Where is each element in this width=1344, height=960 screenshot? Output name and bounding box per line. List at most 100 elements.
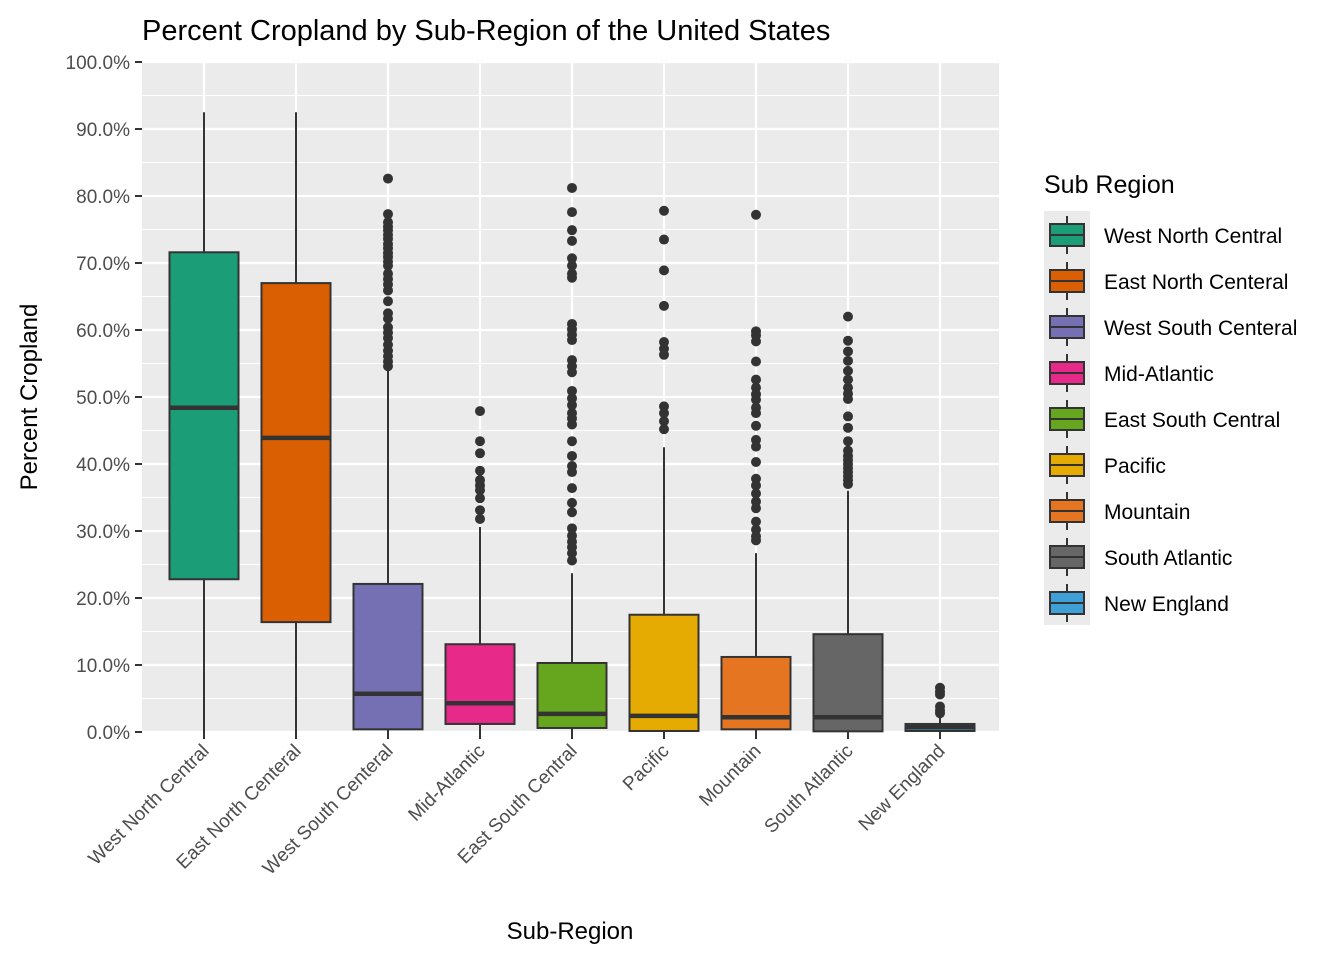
- outlier-point: [843, 365, 853, 376]
- outlier-point: [751, 394, 761, 405]
- outlier-point: [659, 424, 669, 435]
- box-body: [628, 613, 700, 732]
- box-body: [260, 282, 332, 624]
- legend-label: East South Central: [1104, 409, 1280, 432]
- outlier-point: [843, 374, 853, 385]
- boxes: [168, 112, 976, 738]
- x-tick-label: Mid-Atlantic: [405, 741, 490, 826]
- legend-label: Mountain: [1104, 501, 1190, 524]
- outlier-point: [751, 441, 761, 452]
- outlier-point: [751, 516, 761, 527]
- legend-label: New England: [1104, 593, 1229, 616]
- outlier-point: [935, 689, 945, 700]
- outlier-point: [659, 408, 669, 419]
- outlier-point: [659, 300, 669, 311]
- x-axis-title: Sub-Region: [507, 918, 634, 945]
- x-tick-label: Mountain: [695, 741, 765, 811]
- legend-item: Mid-Atlantic: [1049, 354, 1214, 392]
- outlier-point: [751, 503, 761, 514]
- outlier-point: [475, 493, 485, 504]
- outlier-point: [751, 480, 761, 491]
- outlier-point: [935, 708, 945, 719]
- y-tick-label: 30.0%: [76, 522, 130, 543]
- outlier-point: [475, 436, 485, 447]
- outlier-point: [383, 361, 393, 372]
- outlier-point: [383, 173, 393, 184]
- legend-label: Pacific: [1104, 455, 1166, 478]
- box-pacific: [628, 205, 700, 738]
- legend-item: West North Central: [1049, 216, 1282, 254]
- outlier-point: [659, 416, 669, 427]
- outlier-point: [843, 311, 853, 322]
- outlier-point: [383, 285, 393, 296]
- outlier-point: [567, 225, 577, 236]
- outlier-point: [751, 456, 761, 467]
- y-tick-label: 10.0%: [76, 656, 130, 677]
- legend-label: East North Centeral: [1104, 271, 1288, 294]
- outlier-point: [659, 349, 669, 360]
- outlier-point: [659, 234, 669, 245]
- outlier-point: [383, 209, 393, 220]
- outlier-point: [567, 419, 577, 430]
- outlier-point: [751, 420, 761, 431]
- y-tick-label: 40.0%: [76, 455, 130, 476]
- y-tick-label: 0.0%: [87, 723, 130, 744]
- box-mid-atlantic: [444, 406, 516, 738]
- outlier-point: [751, 356, 761, 367]
- outlier-point: [475, 513, 485, 524]
- outlier-point: [659, 265, 669, 276]
- y-tick-label: 20.0%: [76, 589, 130, 610]
- outlier-point: [843, 436, 853, 447]
- outlier-point: [567, 555, 577, 566]
- outlier-point: [383, 296, 393, 307]
- outlier-point: [843, 411, 853, 422]
- outlier-point: [751, 535, 761, 546]
- outlier-point: [843, 479, 853, 490]
- y-tick-label: 90.0%: [76, 120, 130, 141]
- outlier-point: [567, 548, 577, 559]
- box-east-south-central: [536, 182, 608, 738]
- y-tick-label: 60.0%: [76, 321, 130, 342]
- outlier-point: [567, 507, 577, 518]
- outlier-point: [659, 205, 669, 216]
- outlier-point: [567, 253, 577, 264]
- outlier-point: [567, 467, 577, 478]
- outlier-point: [567, 436, 577, 447]
- outlier-point: [567, 385, 577, 396]
- outlier-point: [567, 367, 577, 378]
- outlier-point: [843, 346, 853, 357]
- outlier-point: [751, 336, 761, 347]
- outlier-point: [475, 448, 485, 459]
- outlier-point: [751, 408, 761, 419]
- outlier-point: [567, 450, 577, 461]
- y-tick-label: 80.0%: [76, 187, 130, 208]
- box-west-south-centeral: [352, 173, 424, 738]
- box-body: [352, 582, 424, 731]
- outlier-point: [843, 394, 853, 405]
- legend-item: East North Centeral: [1049, 262, 1288, 300]
- outlier-point: [567, 272, 577, 283]
- box-body: [536, 661, 608, 729]
- legend-item: West South Centeral: [1049, 308, 1297, 346]
- legend-label: Mid-Atlantic: [1104, 363, 1214, 386]
- x-tick-label: Pacific: [619, 741, 673, 795]
- outlier-point: [567, 400, 577, 411]
- outlier-point: [843, 422, 853, 433]
- chart-title: Percent Cropland by Sub-Region of the Un…: [142, 15, 830, 47]
- outlier-point: [475, 406, 485, 417]
- x-tick-label: New England: [855, 741, 950, 836]
- box-west-north-central: [168, 112, 240, 738]
- outlier-point: [751, 488, 761, 499]
- outlier-point: [567, 523, 577, 534]
- outlier-point: [567, 483, 577, 494]
- outlier-point: [567, 182, 577, 193]
- outlier-point: [843, 335, 853, 346]
- outlier-point: [475, 485, 485, 496]
- x-tick-label: South Atlantic: [761, 741, 858, 838]
- legend-item: New England: [1049, 584, 1229, 622]
- legend-item: East South Central: [1049, 400, 1280, 438]
- legend-item: Mountain: [1049, 492, 1190, 530]
- outlier-point: [567, 335, 577, 346]
- y-axis: 0.0% 10.0% 20.0% 30.0% 40.0% 50.0% 60.0% 70.0% 8…: [66, 53, 142, 744]
- y-tick-label: 70.0%: [76, 254, 130, 275]
